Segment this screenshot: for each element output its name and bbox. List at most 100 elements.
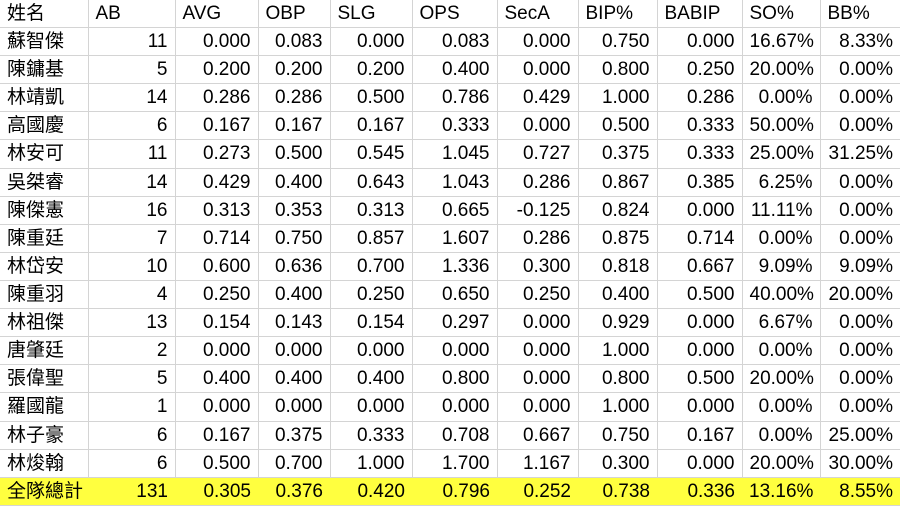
stat-cell-seca: 0.727 bbox=[496, 139, 579, 169]
stat-cell-obp: 0.143 bbox=[257, 308, 331, 338]
stat-cell-slg: 0.313 bbox=[329, 195, 413, 225]
stat-cell-bb-pct: 8.33% bbox=[819, 26, 900, 57]
player-name-cell: 高國慶 bbox=[0, 111, 89, 141]
stat-cell-bb-pct: 30.00% bbox=[819, 448, 900, 478]
stat-cell-ab: 11 bbox=[87, 26, 176, 57]
stat-cell-bip-pct: 0.738 bbox=[578, 476, 657, 506]
stat-cell-obp: 0.400 bbox=[257, 364, 331, 394]
stat-cell-bb-pct: 0.00% bbox=[819, 392, 900, 422]
stat-cell-avg: 0.429 bbox=[174, 167, 259, 197]
stat-cell-ab: 13 bbox=[87, 308, 176, 338]
stat-cell-slg: 0.200 bbox=[329, 55, 413, 85]
stat-cell-so-pct: 16.67% bbox=[741, 26, 821, 57]
stat-cell-seca: 0.429 bbox=[496, 83, 579, 113]
stat-cell-obp: 0.375 bbox=[257, 420, 331, 450]
stat-cell-slg: 0.420 bbox=[330, 476, 412, 506]
stat-cell-ops: 0.786 bbox=[411, 83, 498, 113]
stat-cell-ops: 0.796 bbox=[412, 476, 497, 506]
stat-cell-ab: 11 bbox=[87, 139, 176, 169]
stat-cell-bip-pct: 0.800 bbox=[577, 364, 658, 394]
stat-cell-ops: 0.297 bbox=[411, 308, 498, 338]
stat-cell-babip: 0.714 bbox=[656, 223, 743, 253]
stat-cell-babip: 0.000 bbox=[656, 308, 743, 338]
stat-cell-so-pct: 9.09% bbox=[741, 251, 821, 281]
table-row: 林祖傑 13 0.154 0.143 0.154 0.297 0.000 0.929 0.000… bbox=[0, 308, 900, 338]
header-row: 姓名 AB AVG OBP SLG OPS SecA BIP% BABIP SO% BB% bbox=[0, 0, 900, 28]
stat-cell-bip-pct: 0.875 bbox=[577, 223, 658, 253]
stat-cell-babip: 0.333 bbox=[656, 111, 743, 141]
stat-cell-ops: 0.083 bbox=[411, 26, 498, 57]
stat-cell-obp: 0.750 bbox=[257, 223, 331, 253]
stat-cell-seca: -0.125 bbox=[496, 195, 579, 225]
stat-cell-seca: 1.167 bbox=[496, 448, 579, 478]
stat-cell-so-pct: 50.00% bbox=[741, 111, 821, 141]
stat-cell-babip: 0.167 bbox=[656, 420, 743, 450]
stat-cell-avg: 0.500 bbox=[174, 448, 259, 478]
table-row: 林安可 11 0.273 0.500 0.545 1.045 0.727 0.375 0.333… bbox=[0, 139, 900, 169]
stat-cell-so-pct: 6.25% bbox=[741, 167, 821, 197]
table-row: 林靖凱 14 0.286 0.286 0.500 0.786 0.429 1.000 0.286… bbox=[0, 83, 900, 113]
table-body: 蘇智傑 11 0.000 0.083 0.000 0.083 0.000 0.750 0.000… bbox=[0, 26, 900, 506]
stat-cell-so-pct: 25.00% bbox=[741, 139, 821, 169]
stat-cell-seca: 0.000 bbox=[496, 308, 579, 338]
stat-cell-bb-pct: 0.00% bbox=[819, 111, 900, 141]
stat-cell-seca: 0.000 bbox=[496, 392, 579, 422]
stat-cell-slg: 0.250 bbox=[329, 279, 413, 310]
stat-cell-avg: 0.273 bbox=[174, 139, 259, 169]
stat-cell-bb-pct: 0.00% bbox=[819, 308, 900, 338]
stat-cell-slg: 0.700 bbox=[329, 251, 413, 281]
stat-cell-seca: 0.667 bbox=[496, 420, 579, 450]
stat-cell-bb-pct: 0.00% bbox=[819, 55, 900, 85]
stat-cell-so-pct: 0.00% bbox=[741, 223, 821, 253]
stat-cell-slg: 0.000 bbox=[329, 336, 413, 366]
stat-cell-so-pct: 0.00% bbox=[741, 392, 821, 422]
stat-cell-seca: 0.252 bbox=[497, 476, 578, 506]
stat-cell-ops: 1.607 bbox=[411, 223, 498, 253]
stat-cell-babip: 0.000 bbox=[656, 448, 743, 478]
stat-cell-ops: 1.045 bbox=[411, 139, 498, 169]
table-row: 張偉聖 5 0.400 0.400 0.400 0.800 0.000 0.800 0.500 2… bbox=[0, 364, 900, 394]
column-header-ab: AB bbox=[87, 0, 176, 28]
stat-cell-ops: 1.043 bbox=[411, 167, 498, 197]
table-header: 姓名 AB AVG OBP SLG OPS SecA BIP% BABIP SO% BB% bbox=[0, 0, 900, 28]
stat-cell-avg: 0.714 bbox=[174, 223, 259, 253]
stat-cell-slg: 1.000 bbox=[329, 448, 413, 478]
stat-cell-babip: 0.000 bbox=[656, 26, 743, 57]
player-name-cell: 陳傑憲 bbox=[0, 195, 89, 225]
stat-cell-bip-pct: 0.500 bbox=[577, 111, 658, 141]
stat-cell-avg: 0.200 bbox=[174, 55, 259, 85]
table-row: 陳重廷 7 0.714 0.750 0.857 1.607 0.286 0.875 0.714 0… bbox=[0, 223, 900, 253]
stat-cell-slg: 0.500 bbox=[329, 83, 413, 113]
stat-cell-seca: 0.300 bbox=[496, 251, 579, 281]
stat-cell-bip-pct: 0.818 bbox=[577, 251, 658, 281]
stat-cell-bb-pct: 0.00% bbox=[819, 364, 900, 394]
stat-cell-bb-pct: 25.00% bbox=[819, 420, 900, 450]
stat-cell-avg: 0.600 bbox=[174, 251, 259, 281]
player-name-cell: 林安可 bbox=[0, 139, 89, 169]
stat-cell-bip-pct: 0.300 bbox=[577, 448, 658, 478]
table-row: 林焌翰 6 0.500 0.700 1.000 1.700 1.167 0.300 0.000 2… bbox=[0, 448, 900, 478]
stat-cell-seca: 0.000 bbox=[496, 364, 579, 394]
column-header-babip: BABIP bbox=[656, 0, 743, 28]
stat-cell-so-pct: 20.00% bbox=[741, 55, 821, 85]
stat-cell-babip: 0.000 bbox=[656, 392, 743, 422]
column-header-slg: SLG bbox=[329, 0, 413, 28]
stat-cell-bb-pct: 0.00% bbox=[819, 336, 900, 366]
stat-cell-bip-pct: 0.750 bbox=[577, 26, 658, 57]
stat-cell-slg: 0.333 bbox=[329, 420, 413, 450]
stat-cell-obp: 0.167 bbox=[257, 111, 331, 141]
stat-cell-bip-pct: 0.400 bbox=[577, 279, 658, 310]
stat-cell-seca: 0.286 bbox=[496, 223, 579, 253]
stat-cell-ops: 0.000 bbox=[411, 336, 498, 366]
stat-cell-avg: 0.305 bbox=[175, 476, 258, 506]
stat-cell-so-pct: 0.00% bbox=[741, 83, 821, 113]
stat-cell-seca: 0.250 bbox=[496, 279, 579, 310]
stat-cell-ab: 6 bbox=[87, 448, 176, 478]
stat-cell-seca: 0.000 bbox=[496, 26, 579, 57]
stat-cell-ops: 0.800 bbox=[411, 364, 498, 394]
stat-cell-avg: 0.154 bbox=[174, 308, 259, 338]
stat-cell-babip: 0.286 bbox=[656, 83, 743, 113]
player-name-cell: 唐肇廷 bbox=[0, 336, 89, 366]
stat-cell-slg: 0.857 bbox=[329, 223, 413, 253]
